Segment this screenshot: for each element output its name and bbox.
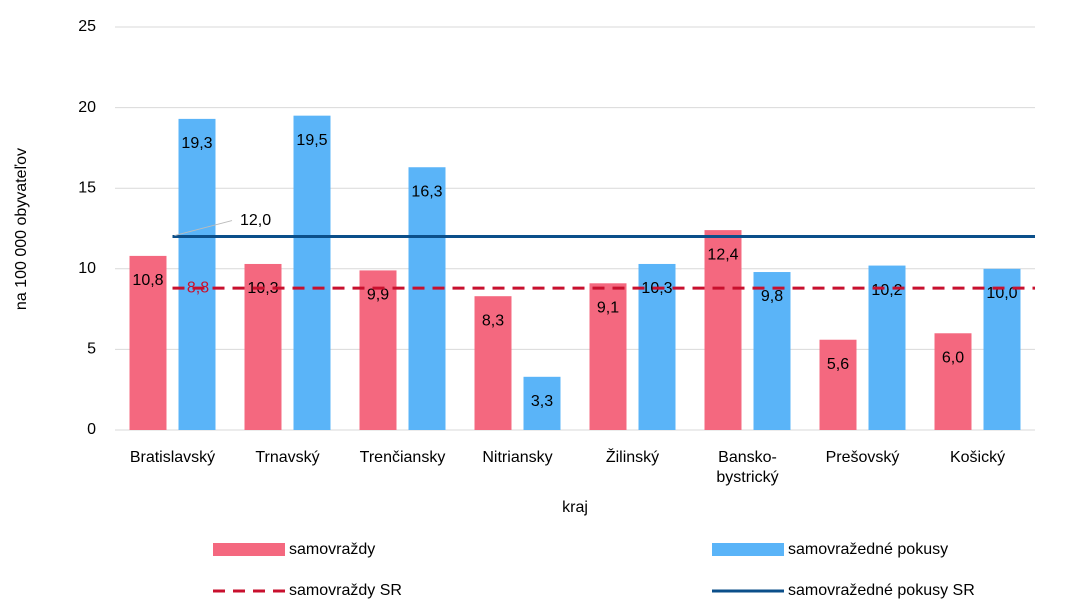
x-axis-title: kraj <box>562 499 588 516</box>
bar <box>244 263 282 430</box>
reference-label: 8,8 <box>187 279 209 296</box>
y-axis-title: na 100 000 obyvateľov <box>13 148 30 310</box>
bar <box>704 230 742 430</box>
x-tick-label: Nitriansky <box>482 449 552 466</box>
legend-label: samovražedné pokusy SR <box>788 582 975 599</box>
bar <box>819 339 857 430</box>
data-label: 6,0 <box>942 349 964 366</box>
y-tick-label: 20 <box>78 99 96 116</box>
y-tick-label: 10 <box>78 260 96 277</box>
bar <box>638 263 676 430</box>
x-tick-label: Bansko-bystrický <box>716 449 778 486</box>
data-label: 16,3 <box>411 183 442 200</box>
y-tick-label: 5 <box>87 341 96 358</box>
bar <box>293 115 331 430</box>
bar <box>983 268 1021 430</box>
bar <box>474 296 512 430</box>
data-label: 8,3 <box>482 312 504 329</box>
reference-label: 12,0 <box>240 212 271 229</box>
bar <box>178 118 216 430</box>
legend-swatch <box>712 543 784 556</box>
bar <box>868 265 906 430</box>
legend-swatch <box>213 543 285 556</box>
data-label: 9,8 <box>761 288 783 305</box>
data-label: 10,2 <box>871 282 902 299</box>
y-tick-label: 25 <box>78 18 96 35</box>
x-tick-label: Trenčiansky <box>360 449 446 466</box>
bar <box>934 333 972 430</box>
bar <box>408 167 446 430</box>
x-tick-label: Bratislavský <box>130 449 215 466</box>
legend-label: samovraždy SR <box>289 582 402 599</box>
x-tick-label: Košický <box>950 449 1005 466</box>
data-label: 5,6 <box>827 356 849 373</box>
legend-label: samovražedné pokusy <box>788 541 948 558</box>
data-label: 9,1 <box>597 300 619 317</box>
legend-label: samovraždy <box>289 541 375 558</box>
data-label: 19,3 <box>181 135 212 152</box>
bar <box>589 283 627 430</box>
bar <box>359 270 397 430</box>
x-tick-label: Trnavský <box>255 449 319 466</box>
bar <box>523 376 561 430</box>
x-tick-label: Prešovský <box>826 449 900 466</box>
data-label: 3,3 <box>531 393 553 410</box>
data-label: 10,8 <box>132 272 163 289</box>
bar <box>129 255 167 430</box>
data-label: 12,4 <box>707 246 738 263</box>
leader-line <box>174 220 233 237</box>
x-tick-label: Žilinský <box>606 447 659 466</box>
data-label: 9,9 <box>367 287 389 304</box>
y-tick-label: 0 <box>87 421 96 438</box>
bar <box>753 272 791 430</box>
data-label: 19,5 <box>296 132 327 149</box>
y-tick-label: 15 <box>78 179 96 196</box>
